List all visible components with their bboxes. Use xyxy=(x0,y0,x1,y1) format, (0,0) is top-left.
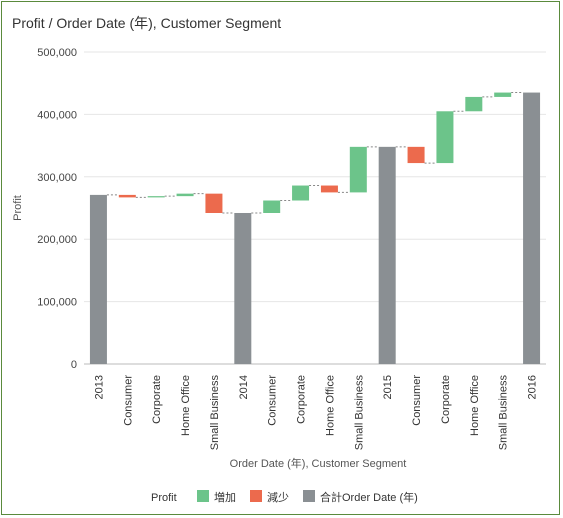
x-tick-label: Small Business xyxy=(209,375,221,451)
bar-decrease xyxy=(118,194,136,198)
x-tick-label: Small Business xyxy=(353,375,365,451)
y-tick-label: 500,000 xyxy=(37,47,77,59)
x-tick-label: Corporate xyxy=(296,375,308,424)
x-tick-label: Consumer xyxy=(122,375,134,426)
bar-decrease xyxy=(407,146,425,164)
legend: Profit 増加 減少 合計Order Date (年) xyxy=(151,490,418,504)
bar-increase xyxy=(292,185,310,201)
legend-label-increase: 増加 xyxy=(214,491,236,504)
bar-total xyxy=(378,146,396,364)
y-axis-title: Profit xyxy=(12,195,24,221)
bars xyxy=(89,92,541,364)
bar-increase xyxy=(176,193,194,197)
legend-swatch-decrease xyxy=(250,490,262,502)
x-tick-label: Home Office xyxy=(469,375,481,436)
x-tick-label: 2016 xyxy=(527,375,539,399)
y-tick-label: 0 xyxy=(71,359,77,371)
x-axis-ticks: 2013 Consumer Corporate Home Office Small Bu… xyxy=(93,375,538,451)
y-tick-label: 400,000 xyxy=(37,109,77,121)
x-tick-label: Home Office xyxy=(180,375,192,436)
bar-decrease xyxy=(205,193,223,213)
legend-title: Profit xyxy=(151,492,177,504)
x-tick-label: Corporate xyxy=(440,375,452,424)
y-axis-ticks: 0 100,000 200,000 300,000 400,000 500,000 xyxy=(37,47,77,371)
x-tick-label: Consumer xyxy=(411,375,423,426)
bar-increase xyxy=(349,146,367,193)
x-tick-label: Corporate xyxy=(151,375,163,424)
x-tick-label: 2014 xyxy=(238,375,250,399)
bar-increase xyxy=(465,96,483,112)
bar-increase xyxy=(436,111,454,164)
x-tick-label: Consumer xyxy=(267,375,279,426)
x-tick-label: 2015 xyxy=(382,375,394,399)
y-tick-label: 200,000 xyxy=(37,234,77,246)
bar-total xyxy=(89,194,107,364)
bar-increase xyxy=(263,200,281,213)
x-axis-title: Order Date (年), Customer Segment xyxy=(230,456,407,470)
legend-swatch-total xyxy=(303,490,315,502)
y-tick-label: 300,000 xyxy=(37,172,77,184)
connectors xyxy=(106,92,524,214)
x-tick-label: 2013 xyxy=(93,375,105,399)
chart-title: Profit / Order Date (年), Customer Segmen… xyxy=(12,15,282,31)
bar-total xyxy=(234,212,252,364)
bar-decrease xyxy=(320,185,338,193)
x-tick-label: Small Business xyxy=(498,375,510,451)
y-tick-label: 100,000 xyxy=(37,297,77,309)
x-tick-label: Home Office xyxy=(324,375,336,436)
bar-total xyxy=(523,92,541,364)
gridlines xyxy=(84,51,546,365)
legend-label-decrease: 減少 xyxy=(267,490,289,504)
bar-increase xyxy=(494,92,512,97)
bar-increase xyxy=(147,196,165,198)
legend-swatch-increase xyxy=(197,490,209,502)
legend-label-total: 合計Order Date (年) xyxy=(320,490,418,504)
